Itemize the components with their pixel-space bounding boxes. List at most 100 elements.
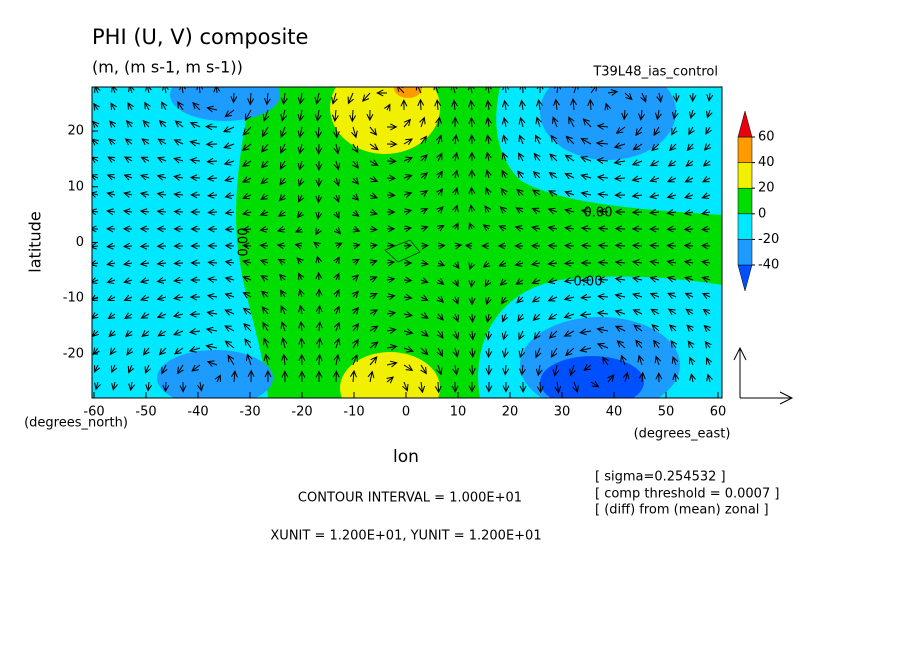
vector-arrow [92,156,99,164]
vector-arrow [583,364,592,371]
x-tick-label: 50 [658,405,675,420]
x-tick-label: -50 [135,405,156,420]
vector-arrow [671,356,679,366]
vector-arrow [485,151,492,162]
vector-arrow [347,92,354,105]
vector-arrow [333,305,341,315]
vector-arrow [351,354,358,366]
region [92,87,268,398]
vector-arrow [158,347,167,356]
vector-arrow [597,242,609,250]
vector-arrow [280,305,287,315]
x-tick-label: -10 [343,405,364,420]
vector-arrow [533,152,541,162]
x-tick-label: -30 [239,405,260,420]
vector-arrow [621,109,629,121]
vector-arrow [315,370,323,383]
colorbar-label: 60 [758,130,775,145]
vector-arrow [92,242,99,250]
vector-arrow [125,120,134,128]
vector-arrow [243,323,252,332]
vector-arrow [547,313,558,320]
vector-arrow [156,259,167,267]
vector-arrow [547,242,558,250]
x-tick-label: -40 [187,405,208,420]
colorbar-segment [737,136,753,163]
vector-arrow [514,242,524,250]
vector-arrow [485,116,492,128]
vector-arrow [452,347,460,358]
vector-arrow [633,324,643,332]
vector-arrow [580,138,592,145]
vector-arrow [224,292,235,300]
vector-arrow [683,192,694,200]
vector-arrow [241,160,252,167]
vector-arrow [367,370,375,383]
vector-arrow [403,138,413,146]
vector-arrow [597,191,609,199]
vector-arrow [106,174,116,181]
vector-arrow [564,225,575,232]
vector-arrow [436,347,443,358]
vector-arrow [206,105,218,113]
vector-arrow [173,259,184,267]
vector-arrow [351,306,360,315]
vector-arrow [386,242,396,250]
vector-arrow [484,279,492,288]
vector-arrow [437,242,446,250]
vector-arrow [294,242,303,250]
vector-arrow [190,259,201,267]
vector-arrow [579,345,592,353]
vector-arrow [436,295,444,304]
vector-arrow [685,159,694,167]
vector-arrow [242,259,252,266]
contour-line [384,239,421,263]
vector-arrow [174,120,184,128]
vector-arrow [189,293,201,301]
vector-arrow [350,369,357,383]
vector-arrow [666,209,677,216]
vector-arrow [536,381,544,394]
vector-arrow [701,259,711,266]
vector-arrow [531,295,541,303]
vector-arrow [315,143,323,155]
vector-arrow [173,329,184,336]
vector-arrow [604,102,612,111]
vector-arrow [502,99,509,111]
vector-arrow [435,116,442,128]
vector-arrow [297,109,305,122]
vector-arrow [259,209,269,216]
vector-arrow [580,276,592,284]
y-unit: (degrees_north) [24,416,128,431]
vector-arrow [468,279,476,288]
vector-arrow [436,224,445,232]
vector-arrow [224,325,235,332]
colorbar-segment [737,187,753,215]
vector-arrow [141,138,150,146]
vector-arrow [587,98,595,111]
vector-arrow [468,330,476,341]
vector-arrow [206,293,218,300]
vector-arrow [420,135,427,145]
vector-arrow [281,353,288,366]
vector-arrow [649,242,660,250]
vector-arrow [369,341,379,349]
region [330,87,440,154]
vector-arrow [614,242,626,250]
vector-arrow [615,126,626,134]
vector-arrow [701,192,711,200]
vector-arrow [649,275,660,283]
vector-arrow [140,156,150,163]
vector-arrow [616,340,626,349]
vector-arrow [297,126,305,139]
vector-arrow [369,143,379,151]
vector-arrow [535,116,542,128]
vector-arrow [223,158,235,166]
vector-arrow [649,192,660,200]
vector-arrow [434,98,442,111]
vector-arrow [572,381,579,393]
vector-field [92,87,714,394]
vector-arrow [485,186,492,196]
vector-arrow [351,274,360,282]
vector-arrow [191,364,201,372]
